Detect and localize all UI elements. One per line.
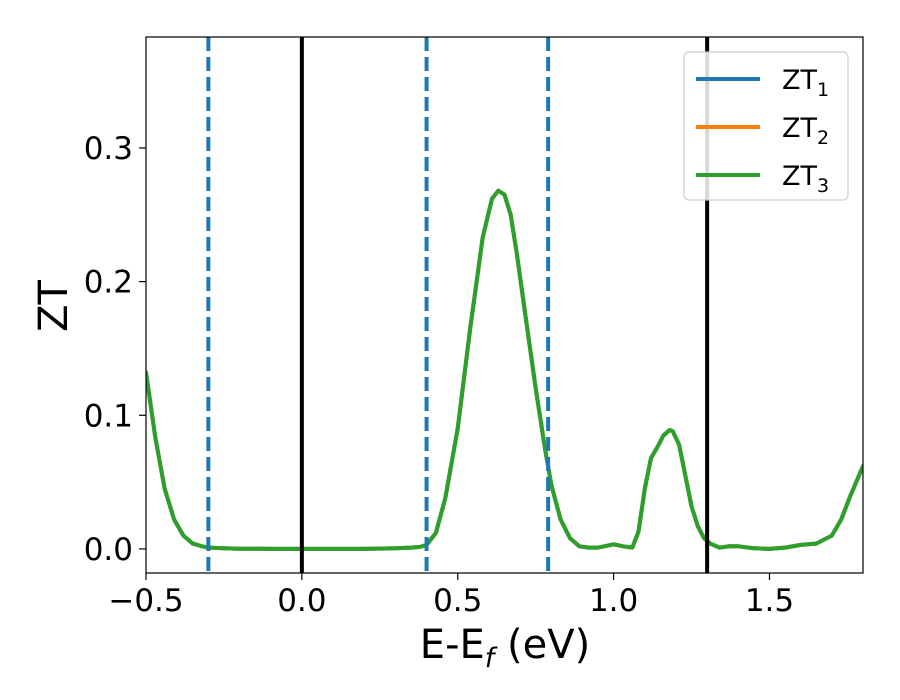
plot-area bbox=[146, 37, 863, 573]
legend-label-zt2: ZT2 bbox=[782, 113, 829, 149]
y-tick-label: 0.2 bbox=[84, 265, 133, 301]
x-axis-label-main: E-E bbox=[420, 622, 485, 668]
x-tick-label: 0.5 bbox=[433, 583, 482, 619]
legend: ZT1 ZT2 ZT3 bbox=[683, 51, 849, 201]
axes-border bbox=[145, 36, 864, 574]
y-axis-label: ZT bbox=[31, 280, 77, 332]
legend-box bbox=[683, 51, 849, 201]
y-tick-label: 0.0 bbox=[84, 532, 133, 568]
x-tick-label: 0.0 bbox=[277, 583, 326, 619]
x-axis: −0.5 0.0 0.5 1.0 1.5 bbox=[108, 573, 794, 619]
y-tick-label: 0.1 bbox=[84, 398, 133, 434]
y-axis: 0.0 0.1 0.2 0.3 bbox=[84, 131, 146, 568]
x-axis-label-tail: (eV) bbox=[494, 622, 590, 668]
x-axis-label: E-Ef (eV) bbox=[420, 622, 590, 674]
y-tick-label: 0.3 bbox=[84, 131, 133, 167]
axes-frame bbox=[145, 36, 864, 574]
series-line-zt3 bbox=[146, 188, 863, 551]
x-tick-label: 1.5 bbox=[745, 583, 794, 619]
x-tick-label: 1.0 bbox=[589, 583, 638, 619]
x-tick-label: −0.5 bbox=[108, 583, 183, 619]
legend-label-zt1: ZT1 bbox=[782, 65, 829, 101]
legend-label-zt3: ZT3 bbox=[782, 161, 829, 197]
